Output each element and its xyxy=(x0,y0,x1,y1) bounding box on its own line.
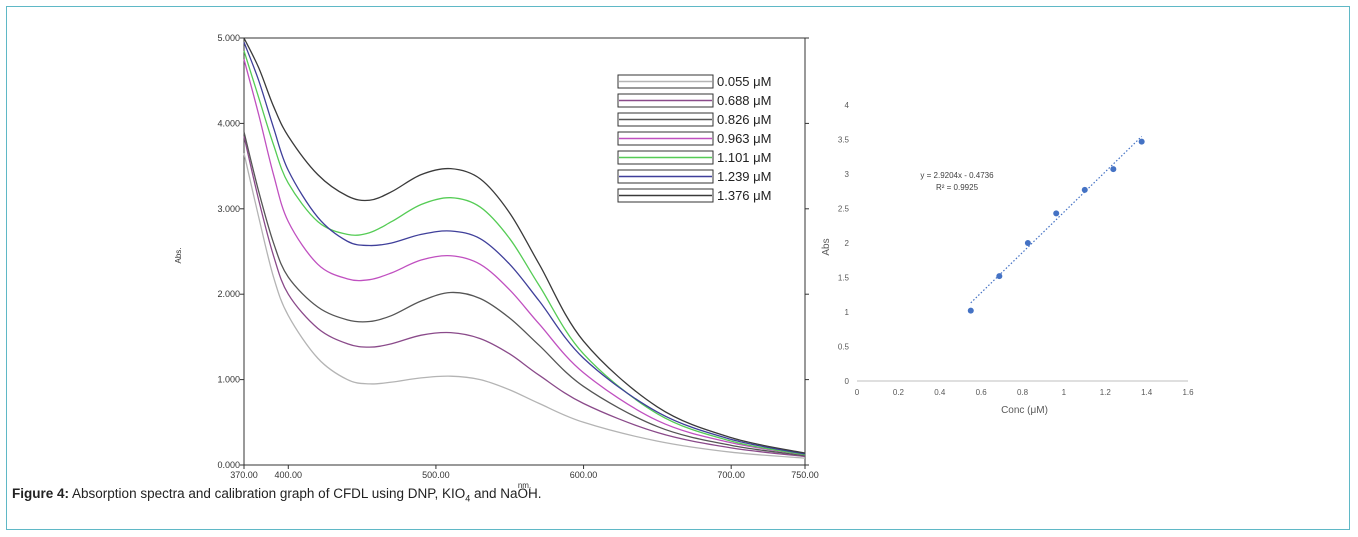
legend-label: 0.826 μM xyxy=(717,112,771,127)
legend-label: 0.055 μM xyxy=(717,74,771,89)
spectra-legend: 0.055 μM 0.688 μM 0.826 μM 0.963 μM 1.101 μM… xyxy=(617,74,771,203)
x-axis-label: nm. xyxy=(518,481,531,490)
legend-label: 0.963 μM xyxy=(717,131,771,146)
spectra-plot-border xyxy=(243,37,806,466)
spectrum-line xyxy=(243,37,806,454)
x-tick-label: 400.00 xyxy=(275,470,303,480)
x-tick-label: 600.00 xyxy=(570,470,598,480)
caption-text: Absorption spectra and calibration graph… xyxy=(72,486,466,501)
y-axis-label: Abs. xyxy=(174,247,183,263)
y-tick-label: 4.000 xyxy=(217,118,240,128)
x-tick-label: 700.00 xyxy=(717,470,745,480)
y-tick-label: 1.000 xyxy=(217,375,240,385)
caption-subscript: 4 xyxy=(465,493,471,504)
y-tick-label: 2.000 xyxy=(217,289,240,299)
figure-caption: Figure 4: Absorption spectra and calibra… xyxy=(12,486,542,504)
spectrum-line xyxy=(243,131,806,457)
x-tick-label: 500.00 xyxy=(422,470,450,480)
legend-label: 1.239 μM xyxy=(717,169,771,184)
legend-label: 0.688 μM xyxy=(717,93,771,108)
spectrum-line xyxy=(243,136,806,458)
legend-label: 1.376 μM xyxy=(717,188,771,203)
spectra-series xyxy=(243,37,806,459)
figure-frame xyxy=(6,6,1350,530)
caption-label: Figure 4: xyxy=(12,486,70,501)
x-tick-label: 370.00 xyxy=(230,470,258,480)
spectrum-line xyxy=(243,153,806,459)
spectra-axes: 370.00 400.00 500.00 600.00 700.00 750.00 0.00… xyxy=(174,33,819,490)
spectrum-line xyxy=(243,59,806,456)
y-tick-label: 5.000 xyxy=(217,33,240,43)
legend-label: 1.101 μM xyxy=(717,150,771,165)
y-tick-label: 0.000 xyxy=(217,460,240,470)
x-tick-label: 750.00 xyxy=(791,470,819,480)
y-tick-label: 3.000 xyxy=(217,204,240,214)
spectrum-line xyxy=(243,42,806,455)
caption-text-end: and NaOH. xyxy=(470,486,542,501)
